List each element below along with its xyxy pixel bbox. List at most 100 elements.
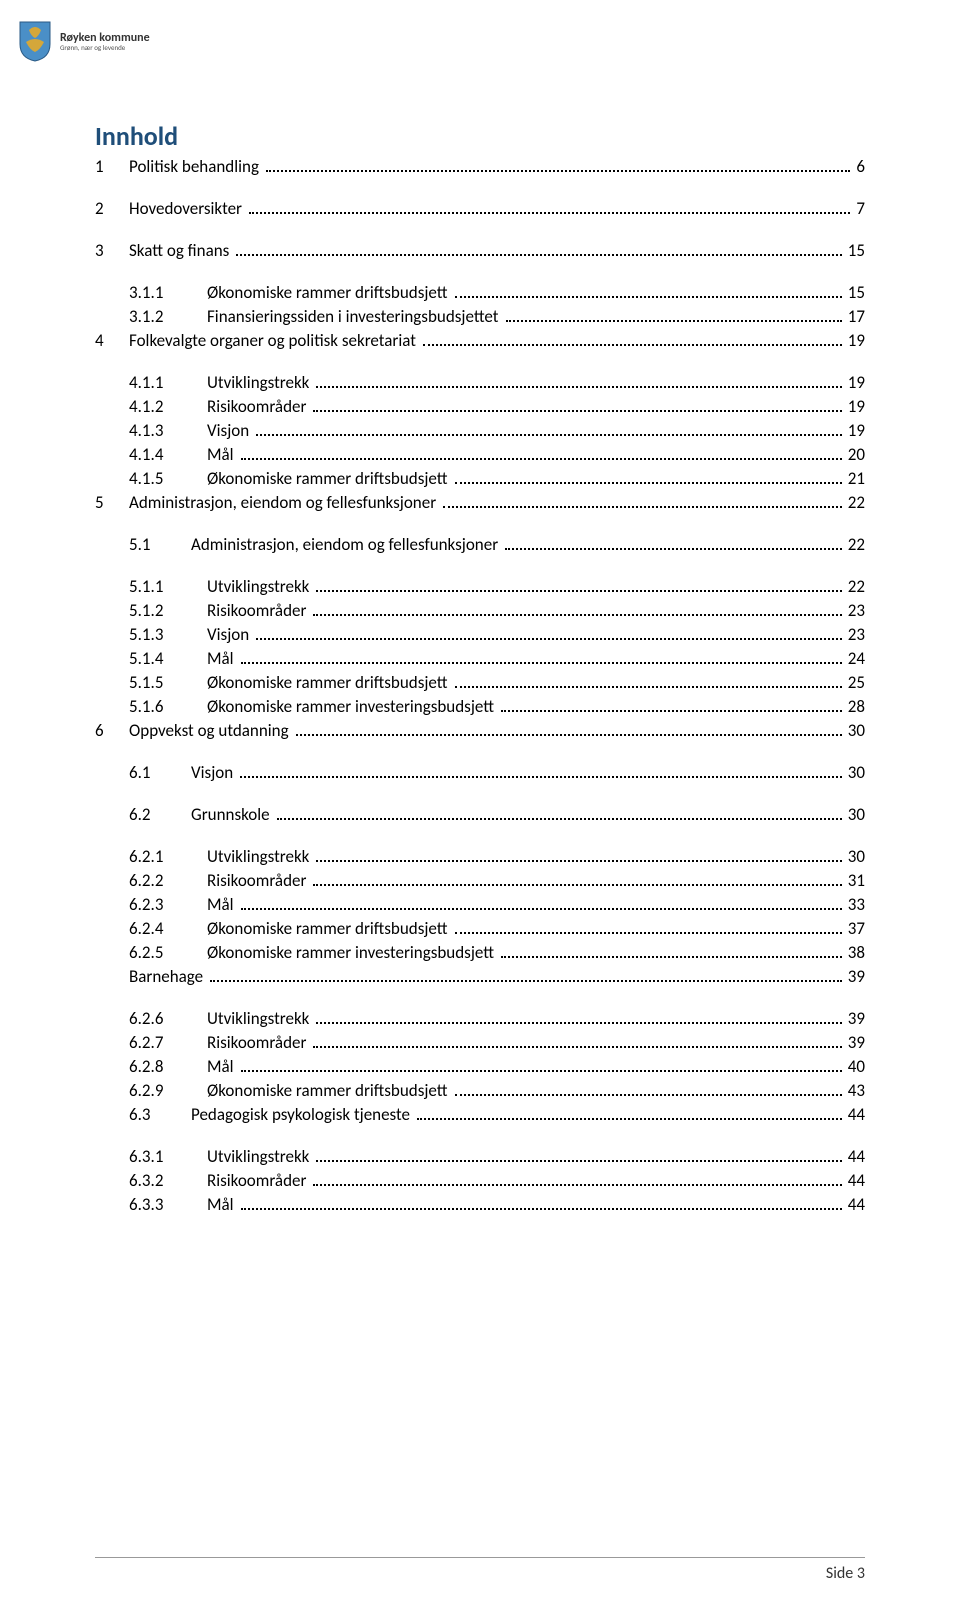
toc-entry-number: 4.1.5 [129, 470, 207, 488]
toc-entry-label: Mål [207, 896, 238, 914]
toc-entry: 4.1.5Økonomiske rammer driftsbudsjett21 [129, 470, 865, 488]
toc-entry-label: Økonomiske rammer driftsbudsjett [207, 674, 452, 692]
toc-entry: 5Administrasjon, eiendom og fellesfunksj… [95, 494, 865, 512]
toc-leader-dots [236, 244, 841, 256]
toc-entry: 3.1.1Økonomiske rammer driftsbudsjett15 [129, 284, 865, 302]
toc-entry-number: 5.1.1 [129, 578, 207, 596]
toc-leader-dots [313, 604, 841, 616]
toc-entry: 6.2.4Økonomiske rammer driftsbudsjett37 [129, 920, 865, 938]
toc-entry-page: 44 [845, 1148, 865, 1166]
toc-entry-page: 7 [853, 200, 865, 218]
toc-entry: 5.1.4Mål 24 [129, 650, 865, 668]
toc-entry-page: 23 [845, 602, 865, 620]
toc-leader-dots [241, 448, 842, 460]
toc-entry-label: Administrasjon, eiendom og fellesfunksjo… [191, 536, 502, 554]
toc-entry-number: 5.1.6 [129, 698, 207, 716]
toc-entry-page: 24 [845, 650, 865, 668]
toc-entry-label: Oppvekst og utdanning [129, 722, 293, 740]
toc-leader-dots [316, 850, 841, 862]
toc-entry-page: 17 [845, 308, 865, 326]
toc-entry-label: Mål [207, 650, 238, 668]
toc-entry: 5.1.2Risikoområder23 [129, 602, 865, 620]
toc-entry: 5.1Administrasjon, eiendom og fellesfunk… [129, 536, 865, 554]
toc-entry-number: 4 [95, 332, 129, 350]
toc-entry-label: Finansieringssiden i investeringsbudsjet… [207, 308, 503, 326]
toc-entry-label: Risikoområder [207, 872, 310, 890]
toc-entry-page: 39 [845, 968, 865, 986]
toc-entry-page: 23 [845, 626, 865, 644]
toc-entry-page: 15 [845, 242, 865, 260]
toc-entry-page: 37 [845, 920, 865, 938]
toc-entry-page: 19 [845, 422, 865, 440]
toc-leader-dots [240, 766, 842, 778]
toc-entry-number: 6.2.9 [129, 1082, 207, 1100]
toc-entry-label: Mål [207, 1058, 238, 1076]
toc-leader-dots [313, 1036, 841, 1048]
toc-entry: 2Hovedoversikter7 [95, 200, 865, 218]
toc-entry: 3.1.2Finansieringssiden i investeringsbu… [129, 308, 865, 326]
toc-entry-label: Risikoområder [207, 1172, 310, 1190]
toc-entry-label: Barnehage [129, 968, 207, 986]
toc-entry-page: 33 [845, 896, 865, 914]
toc-entry-page: 19 [845, 374, 865, 392]
toc-entry-label: Økonomiske rammer investeringsbudsjett [207, 944, 498, 962]
toc-entry-page: 39 [845, 1034, 865, 1052]
toc-entry-number: 6.2.3 [129, 896, 207, 914]
toc-entry: 5.1.5Økonomiske rammer driftsbudsjett25 [129, 674, 865, 692]
toc-leader-dots [455, 472, 842, 484]
page-title: Innhold [95, 120, 865, 152]
toc-entry-number: 6.3.3 [129, 1196, 207, 1214]
toc-entry-label: Visjon [191, 764, 237, 782]
toc-leader-dots [316, 1012, 841, 1024]
toc-entry-label: Utviklingstrekk [207, 578, 313, 596]
toc-leader-dots [316, 376, 841, 388]
toc-entry-page: 28 [845, 698, 865, 716]
toc-leader-dots [417, 1108, 842, 1120]
toc-entry-number: 6.2.8 [129, 1058, 207, 1076]
page-footer: Side 3 [95, 1557, 865, 1583]
toc-entry-number: 5.1.3 [129, 626, 207, 644]
toc-entry: 6.3.1Utviklingstrekk44 [129, 1148, 865, 1166]
toc-entry-page: 22 [845, 536, 865, 554]
table-of-contents: 1Politisk behandling62Hovedoversikter73S… [95, 158, 865, 1214]
toc-entry-number: 6.2.6 [129, 1010, 207, 1028]
toc-entry: Barnehage 39 [129, 968, 865, 986]
toc-entry-label: Økonomiske rammer driftsbudsjett [207, 920, 452, 938]
toc-leader-dots [256, 424, 842, 436]
page-number: Side 3 [826, 1564, 865, 1583]
toc-entry: 6.2Grunnskole30 [129, 806, 865, 824]
toc-entry-number: 6.2 [129, 806, 191, 824]
toc-entry-label: Pedagogisk psykologisk tjeneste [191, 1106, 414, 1124]
toc-entry-number: 5.1 [129, 536, 191, 554]
toc-leader-dots [313, 1174, 841, 1186]
toc-entry-number: 6.3.2 [129, 1172, 207, 1190]
toc-entry-number: 5.1.4 [129, 650, 207, 668]
logo-name: Røyken kommune [60, 32, 150, 44]
toc-entry-page: 15 [845, 284, 865, 302]
toc-entry: 4.1.2Risikoområder19 [129, 398, 865, 416]
toc-entry-label: Utviklingstrekk [207, 1148, 313, 1166]
toc-entry: 6.2.3Mål 33 [129, 896, 865, 914]
toc-entry-number: 6.2.7 [129, 1034, 207, 1052]
toc-leader-dots [277, 808, 842, 820]
toc-entry: 5.1.6Økonomiske rammer investeringsbudsj… [129, 698, 865, 716]
toc-entry-label: Skatt og finans [129, 242, 233, 260]
toc-entry-page: 22 [845, 494, 865, 512]
toc-leader-dots [210, 970, 842, 982]
toc-entry: 6.2.5Økonomiske rammer investeringsbudsj… [129, 944, 865, 962]
toc-entry-page: 21 [845, 470, 865, 488]
toc-entry: 1Politisk behandling6 [95, 158, 865, 176]
toc-entry-page: 25 [845, 674, 865, 692]
toc-entry-number: 6.1 [129, 764, 191, 782]
toc-entry-label: Risikoområder [207, 398, 310, 416]
toc-leader-dots [241, 1198, 842, 1210]
logo-tagline: Grønn, nær og levende [60, 44, 150, 51]
toc-entry: 6.2.8Mål40 [129, 1058, 865, 1076]
toc-entry-number: 4.1.2 [129, 398, 207, 416]
toc-leader-dots [316, 580, 841, 592]
toc-entry: 5.1.1Utviklingstrekk22 [129, 578, 865, 596]
toc-leader-dots [313, 400, 841, 412]
toc-entry-page: 44 [845, 1172, 865, 1190]
toc-entry-page: 19 [845, 332, 865, 350]
toc-entry-page: 38 [845, 944, 865, 962]
